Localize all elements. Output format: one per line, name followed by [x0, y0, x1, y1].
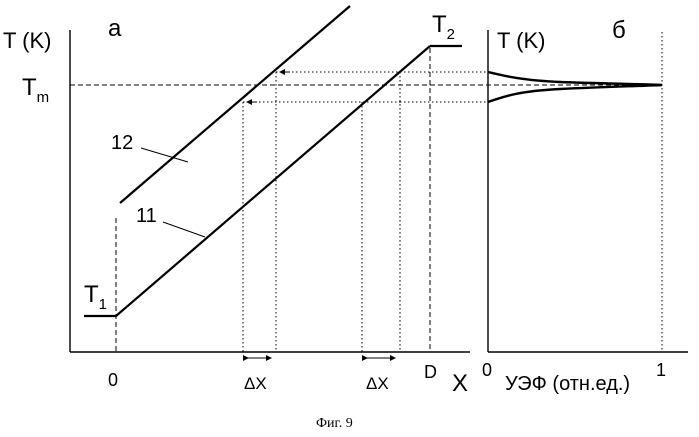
curve-11: [116, 46, 430, 316]
panel-b-tick-zero: 0: [482, 360, 492, 380]
panel-a-tick-zero: 0: [108, 370, 118, 390]
t1-label: T1: [84, 281, 107, 313]
panel-a: T (K) а Tm T1 T2 12 11 0 ΔX ΔX D X: [3, 6, 662, 397]
panel-a-x-axis-label: X: [452, 370, 468, 397]
panel-b-tick-one: 1: [656, 360, 666, 380]
panel-a-letter: а: [108, 15, 122, 42]
figure-caption: Фиг. 9: [316, 416, 353, 431]
delta-x-label-left: ΔX: [244, 374, 267, 393]
panel-b-x-axis-label: УЭФ (отн.ед.): [505, 373, 630, 395]
panel-a-y-axis-label: T (K): [3, 28, 51, 53]
tm-label: Tm: [22, 74, 49, 106]
t2-label: T2: [432, 11, 455, 43]
panel-b-letter: б: [612, 17, 626, 44]
panel-b-peak-curve: [488, 72, 662, 102]
panel-b-y-axis-label: T (K): [497, 28, 545, 53]
panel-a-tick-d: D: [424, 362, 437, 382]
delta-x-label-right: ΔX: [366, 374, 389, 393]
curve-11-leader: [163, 222, 205, 237]
panel-b: T (K) б 0 1 УЭФ (отн.ед.): [482, 17, 688, 395]
curve-12: [120, 6, 350, 203]
curve-11-label: 11: [136, 205, 157, 227]
curve-12-label: 12: [111, 132, 133, 154]
